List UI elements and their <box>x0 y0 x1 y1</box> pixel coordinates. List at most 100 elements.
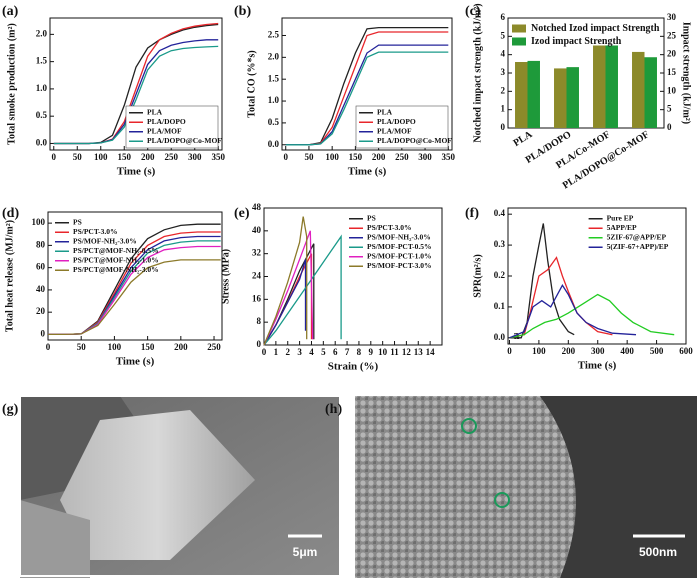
x-tick-label: 200 <box>141 152 155 162</box>
sem-image-g: 5μm (g) <box>2 395 341 578</box>
y-tick-label: 2.0 <box>268 51 280 61</box>
x-tick-label: 200 <box>372 152 386 162</box>
y2-tick-label: 0 <box>667 122 672 132</box>
y-tick-label: 3 <box>501 67 506 77</box>
panel-label: (g) <box>2 402 19 417</box>
y-tick-label: 1 <box>501 104 506 114</box>
y-tick-label: 24 <box>252 271 262 281</box>
bar <box>644 57 657 128</box>
y2-axis-label: Impact strength (kJ/m²) <box>681 22 692 124</box>
y-tick-label: 0 <box>257 339 262 349</box>
y-tick-label: 4 <box>501 49 506 59</box>
legend-label: PLA/DOPO <box>147 117 186 126</box>
x-axis-label: Time (s) <box>578 360 617 372</box>
y-axis-label: Notched impact strength (kJ/m²) <box>472 3 483 142</box>
x-tick-label: 50 <box>77 342 87 352</box>
x-tick-label: 350 <box>442 152 456 162</box>
data-line <box>263 234 342 346</box>
y-tick-label: 0 <box>501 122 506 132</box>
x-tick-label: 1 <box>274 347 279 357</box>
sem-region <box>540 396 697 578</box>
y-tick-label: 2 <box>501 85 506 95</box>
legend-label: PLA/MOF <box>147 126 182 135</box>
panel-label: (a) <box>2 4 19 19</box>
frame <box>19 395 341 577</box>
legend-label: PLA <box>147 107 163 116</box>
x-tick-label: 300 <box>591 346 605 356</box>
x-tick-label: 200 <box>562 346 576 356</box>
y-tick-label: 5 <box>501 30 506 40</box>
x-axis-label: Strain (%) <box>328 361 379 373</box>
x-tick-label: 2 <box>285 347 290 357</box>
x-tick-label: 0 <box>283 152 288 162</box>
legend-label: PS/PCT@MOF-NH₂-1.0% <box>73 255 159 264</box>
legend-label: 5(ZIF-67+APP)/EP <box>607 242 669 251</box>
legend-label: PS/MOF-NH₂-3.0% <box>367 232 431 241</box>
y-tick-label: 2.0 <box>36 28 48 38</box>
x-tick-label: 100 <box>532 346 546 356</box>
sem-image-h: 500nm (h) <box>325 396 697 578</box>
y-tick-label: 0.0 <box>268 139 280 149</box>
x-tick-label: 100 <box>108 342 122 352</box>
bar <box>515 62 528 128</box>
x-tick-label: PLA <box>512 129 535 149</box>
plot-frame <box>281 17 453 151</box>
y2-tick-label: 30 <box>667 12 677 22</box>
y2-tick-label: 10 <box>667 85 677 95</box>
bar <box>632 51 645 128</box>
x-tick-label: 0 <box>52 152 57 162</box>
y-tick-label: 0.0 <box>36 138 48 148</box>
x-tick-label: 3 <box>297 347 302 357</box>
sem-crystal <box>60 410 255 560</box>
x-tick-label: 600 <box>679 346 693 356</box>
x-axis-label: Time (s) <box>348 166 387 178</box>
data-line <box>263 259 307 346</box>
sem-crystal <box>20 500 90 578</box>
x-tick-label: 200 <box>174 342 188 352</box>
x-tick-label: 4 <box>309 347 314 357</box>
y-tick-label: 1.5 <box>36 56 48 66</box>
plot-frame <box>49 17 223 151</box>
y2-tick-label: 15 <box>667 67 677 77</box>
legend-label: PLA/DOPO <box>377 117 416 126</box>
data-line <box>263 230 314 346</box>
legend-label: PS <box>367 213 376 222</box>
legend-label: PS/PCT@MOF-NH₂-0.5% <box>73 246 159 255</box>
y-tick-label: 1.0 <box>268 95 280 105</box>
y-tick-label: 40 <box>36 284 46 294</box>
x-tick-label: 0 <box>507 346 512 356</box>
x-tick-label: 14 <box>426 347 436 357</box>
x-tick-label: 50 <box>73 152 83 162</box>
y2-tick-label: 20 <box>667 49 677 59</box>
y-tick-label: 40 <box>252 225 262 235</box>
y-tick-label: 0.5 <box>36 110 48 120</box>
x-tick-label: 7 <box>345 347 350 357</box>
x-tick-label: 100 <box>325 152 339 162</box>
legend-label: PS/MOF-NH₂-3.0% <box>73 236 137 245</box>
x-tick-label: 500 <box>650 346 664 356</box>
x-tick-label: 12 <box>402 347 412 357</box>
legend-label: 5APP/EP <box>607 223 637 232</box>
x-tick-label: 300 <box>188 152 202 162</box>
bar <box>593 45 606 128</box>
y-tick-label: 48 <box>252 202 262 212</box>
panel-label: (c) <box>465 4 481 19</box>
y2-tick-label: 5 <box>667 104 672 114</box>
x-tick-label: 250 <box>395 152 409 162</box>
x-tick-label: 150 <box>118 152 132 162</box>
x-axis-label: Time (s) <box>116 356 155 368</box>
bar <box>527 60 540 128</box>
data-line <box>509 284 637 339</box>
sem-surface <box>355 396 576 578</box>
x-tick-label: 50 <box>304 152 314 162</box>
legend-label: PLA/MOF <box>377 126 412 135</box>
x-tick-label: 10 <box>378 347 388 357</box>
y-tick-label: 20 <box>36 306 46 316</box>
legend-swatch <box>512 24 526 33</box>
legend-label: PS/PCT-3.0% <box>367 223 412 232</box>
bar <box>554 68 567 128</box>
panel-label: (f) <box>465 206 479 221</box>
plot-frame <box>47 211 223 341</box>
y-axis-label: SPR(m²/s) <box>472 254 483 298</box>
